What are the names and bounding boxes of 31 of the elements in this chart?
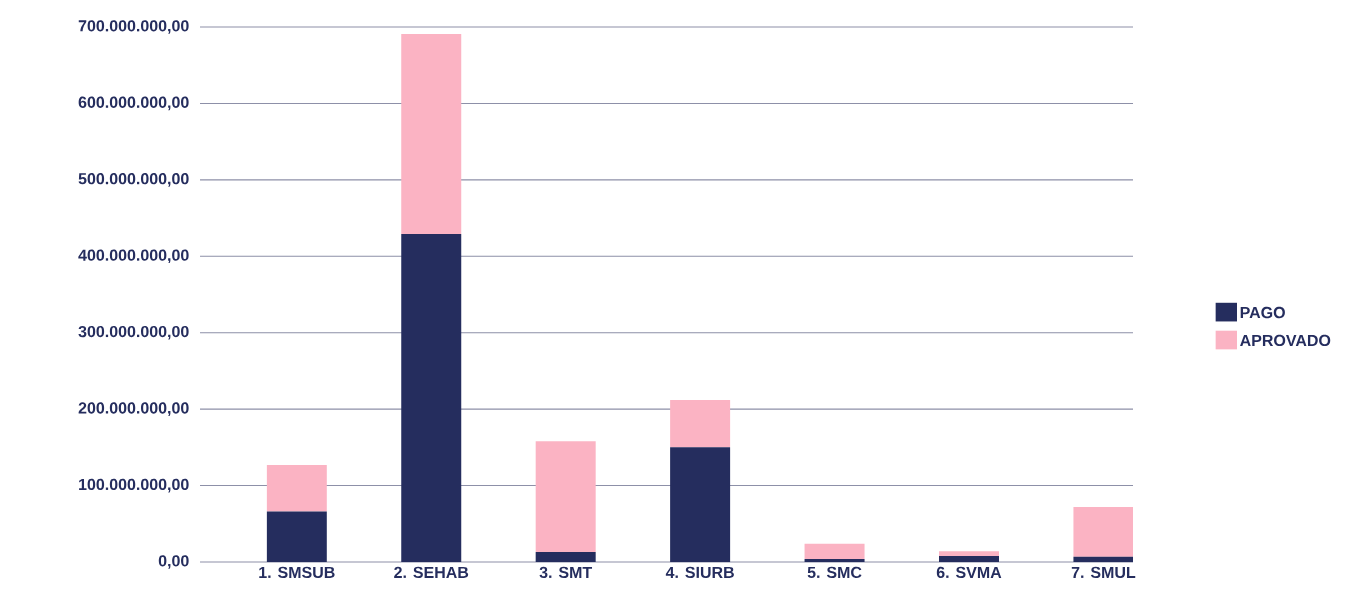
y-tick-label: 500.000.000,00 — [78, 173, 189, 187]
x-tick-label: 6. SVMA — [936, 566, 1002, 579]
x-tick-label: 4. SIURB — [665, 566, 734, 579]
bar — [939, 555, 999, 562]
bar — [670, 399, 731, 448]
x-tick-label: 2. SEHAB — [394, 566, 469, 579]
x-tick-label: 1. SMSUB — [259, 566, 335, 579]
bar — [266, 511, 327, 562]
bar — [401, 234, 462, 562]
legend-label: APROVADO — [1240, 334, 1331, 347]
y-tick-label: 0,00 — [158, 555, 189, 569]
y-tick-label: 400.000.000,00 — [78, 249, 189, 264]
y-tick-label: 300.000.000,00 — [78, 325, 189, 340]
y-tick-label: 100.000.000,00 — [79, 478, 189, 493]
y-tick-label: 600.000.000,00 — [78, 96, 189, 111]
bar — [804, 543, 865, 559]
bar — [804, 558, 865, 562]
bar — [670, 447, 731, 562]
legend-label: PAGO — [1240, 306, 1285, 319]
bar — [939, 551, 999, 556]
y-tick-label: 700.000.000,00 — [78, 20, 189, 34]
bar — [535, 441, 596, 553]
bar — [1073, 556, 1134, 562]
x-tick-label: 5. SMC — [807, 566, 862, 579]
bar — [401, 33, 462, 235]
bar — [535, 552, 596, 562]
y-tick-label: 200.000.000,00 — [78, 402, 189, 416]
x-tick-label: 3. SMT — [539, 566, 593, 579]
bar — [266, 464, 327, 512]
x-tick-label: 7. SMUL — [1071, 566, 1136, 579]
bar — [1073, 506, 1134, 557]
